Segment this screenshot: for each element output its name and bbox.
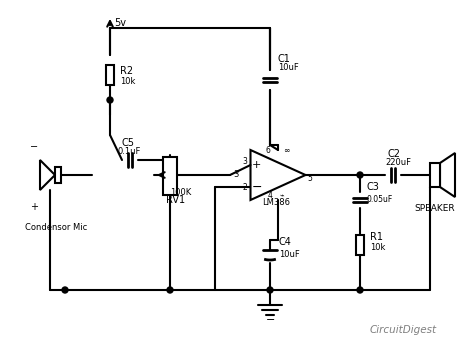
Text: LM386: LM386 xyxy=(262,197,290,206)
Text: 4: 4 xyxy=(268,191,273,200)
Circle shape xyxy=(62,287,68,293)
Text: 6: 6 xyxy=(266,146,271,155)
Text: 220uF: 220uF xyxy=(385,158,411,167)
Text: R2: R2 xyxy=(120,66,133,76)
Circle shape xyxy=(167,287,173,293)
Text: 3: 3 xyxy=(233,170,238,179)
Text: 10k: 10k xyxy=(120,76,136,85)
Circle shape xyxy=(357,287,363,293)
Text: C5: C5 xyxy=(122,138,135,148)
Text: R1: R1 xyxy=(370,232,383,242)
Text: +: + xyxy=(30,202,38,212)
Text: C2: C2 xyxy=(388,149,401,159)
Bar xyxy=(55,167,61,183)
Circle shape xyxy=(267,287,273,293)
Text: CircuitDigest: CircuitDigest xyxy=(370,325,437,335)
Text: 5: 5 xyxy=(308,174,312,183)
Text: C3: C3 xyxy=(367,182,380,192)
Text: +: + xyxy=(252,160,261,170)
Text: −: − xyxy=(266,315,276,325)
Bar xyxy=(430,163,440,187)
Circle shape xyxy=(357,172,363,178)
Bar xyxy=(356,235,364,255)
Bar xyxy=(106,65,114,85)
Bar xyxy=(163,157,177,195)
Text: 3: 3 xyxy=(243,156,247,166)
Text: 5v: 5v xyxy=(114,18,126,28)
Text: SPEAKER: SPEAKER xyxy=(415,204,456,213)
Text: 10k: 10k xyxy=(370,243,385,252)
Text: 10uF: 10uF xyxy=(278,63,299,72)
Text: −: − xyxy=(30,142,38,152)
Circle shape xyxy=(107,97,113,103)
Text: Condensor Mic: Condensor Mic xyxy=(25,223,87,232)
Text: 2: 2 xyxy=(243,183,247,192)
Text: ∞: ∞ xyxy=(283,146,289,155)
Text: ⌁: ⌁ xyxy=(280,191,284,200)
Text: 0.05uF: 0.05uF xyxy=(367,195,393,204)
Text: RV1: RV1 xyxy=(166,195,185,205)
Text: C4: C4 xyxy=(279,237,292,247)
Text: −: − xyxy=(251,180,262,194)
Text: 100K: 100K xyxy=(170,188,191,197)
Text: 0.1uF: 0.1uF xyxy=(118,147,141,156)
Text: 10uF: 10uF xyxy=(279,250,300,259)
Text: C1: C1 xyxy=(278,54,291,64)
